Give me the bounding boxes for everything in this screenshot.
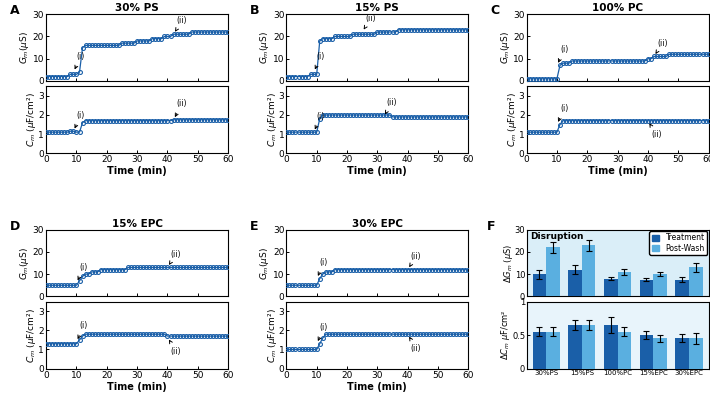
- Text: (ii): (ii): [175, 99, 187, 116]
- Text: (ii): (ii): [364, 14, 376, 29]
- Text: (i): (i): [75, 52, 84, 68]
- Bar: [582, 325, 596, 369]
- Y-axis label: $C_m$ ($\mu$F/cm²): $C_m$ ($\mu$F/cm²): [266, 308, 278, 362]
- Title: 100% PC: 100% PC: [592, 3, 643, 13]
- Bar: [640, 335, 653, 369]
- Bar: [604, 325, 618, 369]
- Text: (ii): (ii): [650, 124, 662, 139]
- Y-axis label: $G_m$($\mu$S): $G_m$($\mu$S): [18, 31, 31, 64]
- X-axis label: Time (min): Time (min): [588, 166, 648, 176]
- Bar: [653, 274, 667, 296]
- X-axis label: Time (min): Time (min): [347, 166, 408, 176]
- Text: (i): (i): [318, 323, 328, 340]
- Text: (i): (i): [75, 111, 84, 128]
- Text: D: D: [10, 220, 20, 232]
- Bar: [604, 279, 618, 296]
- Bar: [546, 332, 559, 369]
- Text: (ii): (ii): [386, 98, 397, 113]
- Text: (ii): (ii): [656, 38, 667, 53]
- Bar: [568, 325, 582, 369]
- Y-axis label: $G_m$($\mu$S): $G_m$($\mu$S): [258, 247, 271, 279]
- Y-axis label: $C_m$ ($\mu$F/cm²): $C_m$ ($\mu$F/cm²): [506, 92, 519, 147]
- Bar: [532, 332, 546, 369]
- Y-axis label: $G_m$($\mu$S): $G_m$($\mu$S): [18, 247, 31, 279]
- Text: Disruption: Disruption: [530, 232, 584, 241]
- Title: 30% PS: 30% PS: [115, 3, 159, 13]
- Text: A: A: [10, 4, 19, 17]
- Y-axis label: $G_m$($\mu$S): $G_m$($\mu$S): [498, 31, 512, 64]
- Text: (i): (i): [315, 52, 325, 68]
- Text: F: F: [486, 220, 495, 232]
- Text: (ii): (ii): [175, 16, 187, 31]
- Text: C: C: [490, 4, 499, 17]
- Bar: [568, 270, 582, 296]
- Text: (ii): (ii): [170, 249, 181, 264]
- Text: (ii): (ii): [410, 252, 421, 266]
- Bar: [532, 274, 546, 296]
- Bar: [546, 247, 559, 296]
- Y-axis label: $C_m$ ($\mu$F/cm²): $C_m$ ($\mu$F/cm²): [26, 92, 38, 147]
- Bar: [653, 339, 667, 369]
- Y-axis label: $C_m$ ($\mu$F/cm²): $C_m$ ($\mu$F/cm²): [266, 92, 278, 147]
- Y-axis label: $G_m$($\mu$S): $G_m$($\mu$S): [258, 31, 271, 64]
- Bar: [689, 267, 702, 296]
- Text: (ii): (ii): [170, 340, 181, 356]
- Text: (i): (i): [315, 112, 325, 129]
- Y-axis label: $\Delta C_m$ $\mu$F/cm²: $\Delta C_m$ $\mu$F/cm²: [499, 310, 512, 360]
- Text: B: B: [250, 4, 259, 17]
- Bar: [675, 339, 689, 369]
- X-axis label: Time (min): Time (min): [107, 166, 167, 176]
- Text: (i): (i): [78, 322, 88, 338]
- X-axis label: Time (min): Time (min): [347, 382, 408, 392]
- Title: 30% EPC: 30% EPC: [352, 219, 403, 229]
- Bar: [689, 339, 702, 369]
- Y-axis label: $C_m$ ($\mu$F/cm²): $C_m$ ($\mu$F/cm²): [26, 308, 38, 362]
- Legend: Treatment, Post-Wash: Treatment, Post-Wash: [650, 231, 707, 255]
- Title: 15% EPC: 15% EPC: [111, 219, 163, 229]
- Bar: [675, 280, 689, 296]
- Text: E: E: [250, 220, 258, 232]
- Text: (i): (i): [559, 45, 568, 62]
- Text: (ii): (ii): [410, 337, 421, 353]
- Bar: [618, 332, 631, 369]
- Y-axis label: $\Delta G_m$ ($\mu$S): $\Delta G_m$ ($\mu$S): [501, 243, 515, 283]
- Title: 15% PS: 15% PS: [356, 3, 399, 13]
- Text: (i): (i): [78, 263, 88, 279]
- Bar: [618, 272, 631, 296]
- Bar: [640, 280, 653, 296]
- Bar: [582, 245, 596, 296]
- Text: (i): (i): [558, 104, 568, 121]
- X-axis label: Time (min): Time (min): [107, 382, 167, 392]
- Text: (i): (i): [318, 258, 328, 275]
